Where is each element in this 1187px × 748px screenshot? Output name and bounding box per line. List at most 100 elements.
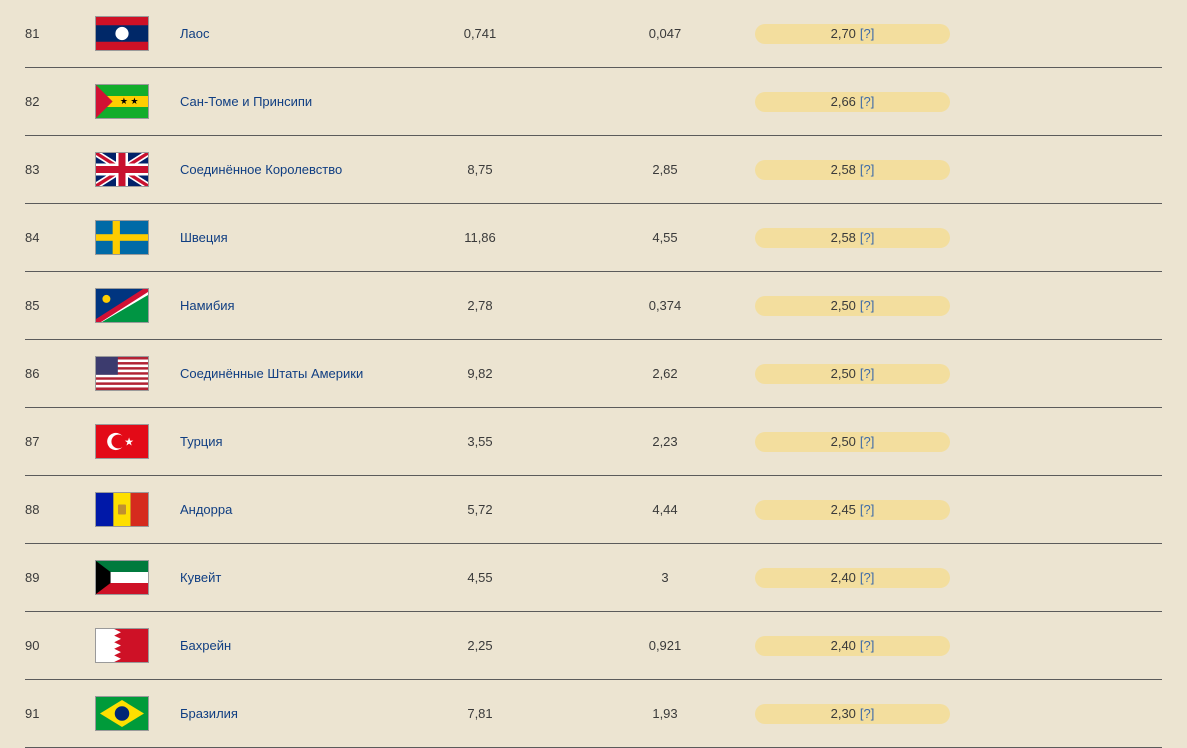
help-link[interactable]: [?]	[860, 570, 874, 585]
value1-cell: 4,55	[385, 570, 575, 585]
pill-cell: 2,50 [?]	[755, 296, 1162, 316]
score-value: 2,50	[831, 366, 856, 381]
score-pill: 2,50 [?]	[755, 432, 950, 452]
score-pill: 2,58 [?]	[755, 228, 950, 248]
flag-icon[interactable]	[95, 16, 149, 51]
table-row: 82 ★★ Сан-Томе и Принсипи 2,66 [?]	[25, 68, 1162, 136]
value1-cell: 8,75	[385, 162, 575, 177]
flag-cell	[95, 288, 180, 323]
country-link[interactable]: Кувейт	[180, 570, 221, 585]
flag-icon[interactable]	[95, 220, 149, 255]
table-row: 88 Андорра 5,72 4,44 2,45 [?]	[25, 476, 1162, 544]
flag-icon[interactable]	[95, 560, 149, 595]
country-cell: Кувейт	[180, 569, 385, 587]
flag-icon[interactable]	[95, 492, 149, 527]
country-link[interactable]: Намибия	[180, 298, 235, 313]
flag-cell: ★★	[95, 84, 180, 119]
help-link[interactable]: [?]	[860, 26, 874, 41]
value1-cell: 5,72	[385, 502, 575, 517]
value2-cell: 2,23	[575, 434, 755, 449]
score-value: 2,45	[831, 502, 856, 517]
country-cell: Бахрейн	[180, 637, 385, 655]
pill-cell: 2,50 [?]	[755, 432, 1162, 452]
country-link[interactable]: Сан-Томе и Принсипи	[180, 94, 312, 109]
pill-cell: 2,40 [?]	[755, 568, 1162, 588]
value1-cell: 2,78	[385, 298, 575, 313]
table-row: 89 Кувейт 4,55 3 2,40 [?]	[25, 544, 1162, 612]
rank-cell: 89	[25, 570, 95, 585]
table-row: 84 Швеция 11,86 4,55 2,58 [?]	[25, 204, 1162, 272]
country-link[interactable]: Соединённое Королевство	[180, 162, 342, 177]
svg-text:★: ★	[124, 436, 134, 448]
flag-icon[interactable]: ★★	[95, 84, 149, 119]
score-pill: 2,30 [?]	[755, 704, 950, 724]
rank-cell: 88	[25, 502, 95, 517]
flag-icon[interactable]	[95, 288, 149, 323]
score-pill: 2,50 [?]	[755, 364, 950, 384]
svg-text:★: ★	[130, 96, 138, 106]
svg-text:★: ★	[120, 96, 128, 106]
country-link[interactable]: Турция	[180, 434, 223, 449]
help-link[interactable]: [?]	[860, 366, 874, 381]
table-row: 91 Бразилия 7,81 1,93 2,30 [?]	[25, 680, 1162, 748]
score-value: 2,58	[831, 162, 856, 177]
country-cell: Сан-Томе и Принсипи	[180, 93, 385, 111]
value1-cell: 3,55	[385, 434, 575, 449]
rank-cell: 85	[25, 298, 95, 313]
pill-cell: 2,58 [?]	[755, 160, 1162, 180]
score-pill: 2,40 [?]	[755, 636, 950, 656]
score-value: 2,66	[831, 94, 856, 109]
help-link[interactable]: [?]	[860, 434, 874, 449]
flag-icon[interactable]	[95, 628, 149, 663]
country-link[interactable]: Андорра	[180, 502, 232, 517]
value2-cell: 4,55	[575, 230, 755, 245]
flag-cell	[95, 560, 180, 595]
flag-icon[interactable]	[95, 356, 149, 391]
value2-cell: 0,047	[575, 26, 755, 41]
flag-icon[interactable]	[95, 152, 149, 187]
help-link[interactable]: [?]	[860, 502, 874, 517]
table-row: 83 Соединённое Королевство 8,75 2,85 2,5…	[25, 136, 1162, 204]
country-link[interactable]: Соединённые Штаты Америки	[180, 366, 363, 381]
pill-cell: 2,66 [?]	[755, 92, 1162, 112]
score-pill: 2,58 [?]	[755, 160, 950, 180]
table-row: 81 Лаос 0,741 0,047 2,70 [?]	[25, 0, 1162, 68]
help-link[interactable]: [?]	[860, 94, 874, 109]
value2-cell: 3	[575, 570, 755, 585]
value2-cell: 1,93	[575, 706, 755, 721]
rank-cell: 84	[25, 230, 95, 245]
country-link[interactable]: Бахрейн	[180, 638, 231, 653]
rank-cell: 83	[25, 162, 95, 177]
score-value: 2,50	[831, 434, 856, 449]
flag-cell: ★	[95, 424, 180, 459]
help-link[interactable]: [?]	[860, 298, 874, 313]
value1-cell: 7,81	[385, 706, 575, 721]
help-link[interactable]: [?]	[860, 638, 874, 653]
country-link[interactable]: Лаос	[180, 26, 210, 41]
flag-cell	[95, 696, 180, 731]
country-cell: Турция	[180, 433, 385, 451]
table-row: 86 Соединённые Штаты Америки 9,82 2,62 2…	[25, 340, 1162, 408]
score-pill: 2,66 [?]	[755, 92, 950, 112]
help-link[interactable]: [?]	[860, 230, 874, 245]
flag-icon[interactable]: ★	[95, 424, 149, 459]
flag-cell	[95, 16, 180, 51]
flag-icon[interactable]	[95, 696, 149, 731]
flag-cell	[95, 492, 180, 527]
country-cell: Соединённые Штаты Америки	[180, 365, 385, 383]
country-link[interactable]: Бразилия	[180, 706, 238, 721]
pill-cell: 2,45 [?]	[755, 500, 1162, 520]
help-link[interactable]: [?]	[860, 162, 874, 177]
value1-cell: 9,82	[385, 366, 575, 381]
rank-cell: 82	[25, 94, 95, 109]
help-link[interactable]: [?]	[860, 706, 874, 721]
pill-cell: 2,70 [?]	[755, 24, 1162, 44]
pill-cell: 2,58 [?]	[755, 228, 1162, 248]
country-cell: Швеция	[180, 229, 385, 247]
country-cell: Намибия	[180, 297, 385, 315]
value2-cell: 2,62	[575, 366, 755, 381]
rank-cell: 90	[25, 638, 95, 653]
country-cell: Андорра	[180, 501, 385, 519]
country-link[interactable]: Швеция	[180, 230, 228, 245]
score-pill: 2,40 [?]	[755, 568, 950, 588]
